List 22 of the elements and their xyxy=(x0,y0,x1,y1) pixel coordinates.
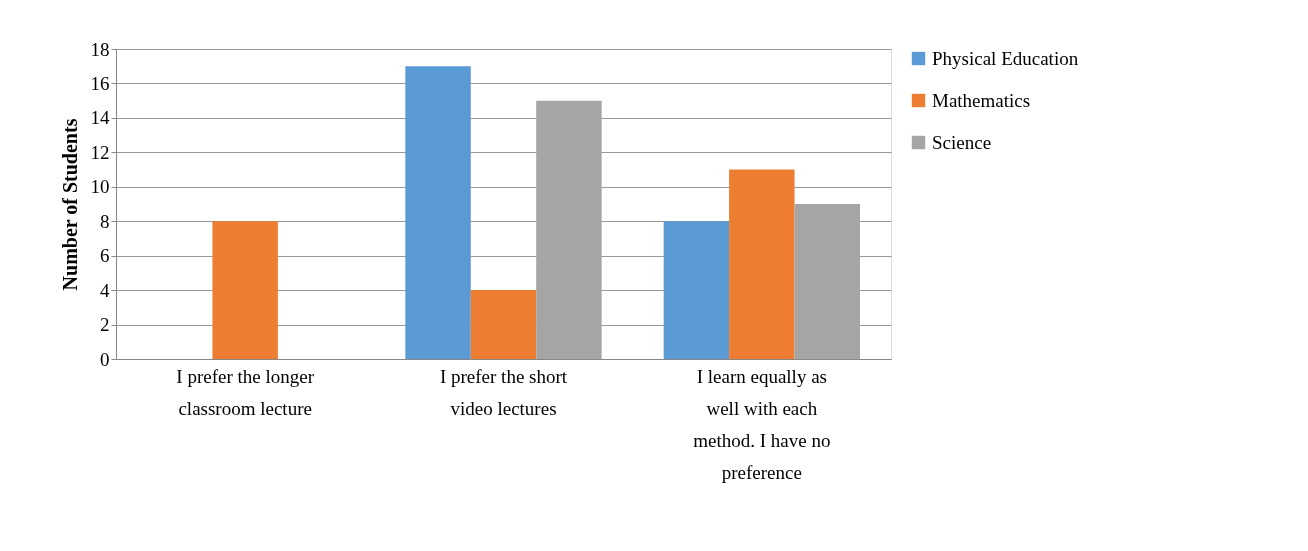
y-tick-label: 16 xyxy=(90,72,110,94)
x-tick-label: I prefer the longer classroom lecture xyxy=(176,365,315,419)
y-tick-label: 0 xyxy=(100,348,110,370)
bar xyxy=(663,221,730,359)
legend-label: Physical Education xyxy=(932,47,1079,69)
bar xyxy=(470,290,537,359)
y-tick-label: 6 xyxy=(100,245,110,267)
y-axis-title: Number of Students xyxy=(58,118,81,291)
y-tick-label: 14 xyxy=(90,107,110,129)
bar xyxy=(405,66,471,359)
y-tick-label: 4 xyxy=(100,279,110,301)
bar xyxy=(729,169,795,359)
x-tick-label: I learn equally as well with each method. I have no preference xyxy=(693,365,831,483)
y-tick-label: 2 xyxy=(100,314,110,336)
legend-label: Mathematics xyxy=(932,89,1031,111)
x-tick-label: I prefer the short video lectures xyxy=(439,365,568,419)
y-tick-label: 18 xyxy=(90,38,110,60)
bar xyxy=(212,221,278,359)
legend-label: Science xyxy=(932,131,992,153)
y-tick-label: 10 xyxy=(90,176,110,198)
y-tick-label: 12 xyxy=(90,141,110,163)
y-tick-label: 8 xyxy=(100,210,110,232)
